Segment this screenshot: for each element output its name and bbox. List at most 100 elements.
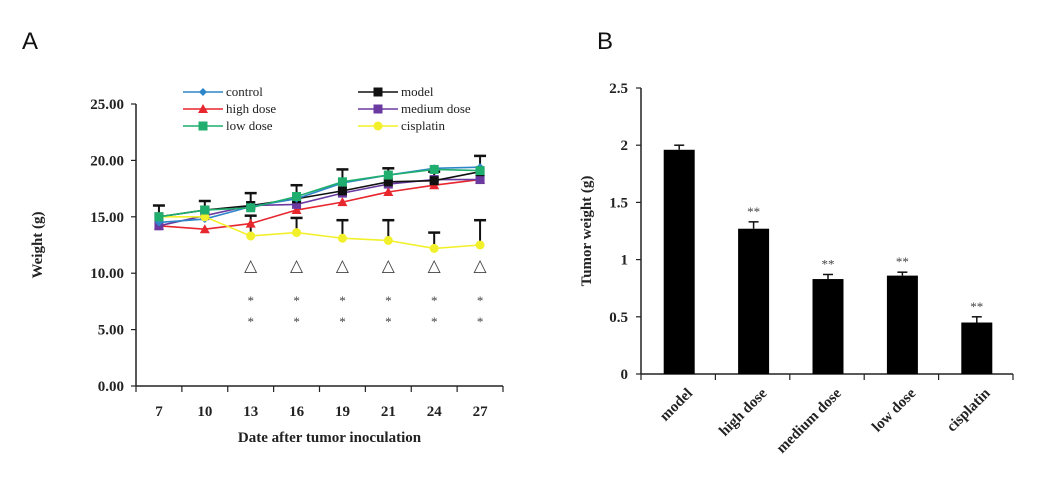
- series-line-control: [158, 166, 481, 224]
- y-tick-label: 5.00: [98, 323, 124, 339]
- data-point-high-dose: [199, 224, 210, 234]
- series-line-low-dose: [158, 168, 481, 218]
- legend-item-model: model: [358, 84, 434, 99]
- line-chart-body-weight: 0.00 5.00 10.00 15.00 20.00 25.00 7 10 13 16 19 21 2…: [30, 84, 504, 446]
- data-point-cisplatin: [337, 233, 347, 243]
- legend-label: cisplatin: [401, 118, 446, 133]
- series-line-high-dose: [158, 178, 481, 231]
- x-tick-label: low dose: [869, 385, 919, 435]
- series-cisplatin: [154, 212, 485, 253]
- legend-swatch-marker: [198, 121, 208, 131]
- y-tick-label: 2: [621, 138, 629, 154]
- data-point-model: [337, 186, 347, 196]
- y-tick-label: 25.00: [90, 97, 124, 113]
- x-tick-label: medium dose: [774, 385, 845, 456]
- x-tick-label: 7: [155, 404, 163, 420]
- x-tick-label: cisplatin: [944, 385, 994, 435]
- data-point-model: [429, 176, 439, 186]
- significance-triangle: △: [428, 256, 442, 276]
- y-tick-label: 2.5: [609, 81, 628, 97]
- significance-label: **: [970, 299, 983, 314]
- significance-label: **: [896, 254, 909, 269]
- data-point-low-dose: [292, 191, 302, 201]
- significance-triangle: △: [382, 256, 396, 276]
- data-point-high-dose: [337, 197, 348, 207]
- x-tick-label: 21: [381, 404, 396, 420]
- legend-item-control: control: [183, 84, 263, 99]
- significance-star: *: [477, 314, 484, 329]
- data-point-cisplatin: [200, 212, 210, 222]
- data-point-low-dose: [337, 177, 347, 187]
- significance-star: *: [247, 314, 254, 329]
- legend-swatch-marker: [373, 87, 383, 97]
- y-tick-label: 10.00: [90, 266, 124, 282]
- legend-label: low dose: [226, 118, 273, 133]
- data-point-low-dose: [154, 212, 164, 222]
- data-point-low-dose: [383, 170, 393, 180]
- data-point-low-dose: [429, 164, 439, 174]
- significance-star: *: [247, 293, 254, 308]
- significance-star: *: [385, 314, 392, 329]
- legend-swatch-marker: [199, 88, 207, 96]
- significance-triangle: △: [290, 256, 304, 276]
- legend-label: control: [226, 84, 263, 99]
- x-tick-label: 24: [427, 404, 443, 420]
- legend-label: medium dose: [401, 101, 471, 116]
- legend-label: high dose: [226, 101, 276, 116]
- x-axis-title: Date after tumor inoculation: [238, 430, 422, 446]
- y-axis-title: Weight (g): [30, 211, 46, 278]
- y-tick-label: 15.00: [90, 210, 124, 226]
- significance-label: **: [822, 256, 835, 271]
- series-low-dose: [154, 164, 485, 222]
- legend-swatch-marker: [373, 121, 383, 131]
- data-point-cisplatin: [475, 240, 485, 250]
- legend-item-medium-dose: medium dose: [358, 101, 471, 116]
- significance-star: *: [431, 314, 438, 329]
- data-point-medium-dose: [475, 175, 485, 185]
- data-point-high-dose: [245, 218, 256, 228]
- significance-star: *: [293, 314, 300, 329]
- significance-triangle: △: [244, 256, 258, 276]
- y-tick-label: 0.5: [609, 310, 628, 326]
- data-point-cisplatin: [246, 231, 256, 241]
- y-tick-label: 0: [621, 367, 629, 383]
- data-point-cisplatin: [383, 235, 393, 245]
- legend: control model high dose medium dose low dose…: [183, 84, 471, 133]
- panel-label-b: B: [597, 28, 614, 55]
- y-tick-label: 0.00: [98, 379, 124, 395]
- y-tick-label: 1.5: [609, 195, 628, 211]
- data-point-cisplatin: [292, 228, 302, 238]
- significance-star: *: [385, 293, 392, 308]
- y-tick-label: 1: [621, 253, 629, 269]
- x-tick-label: 16: [289, 404, 305, 420]
- x-tick-label: 19: [335, 404, 350, 420]
- data-point-model: [383, 177, 393, 187]
- x-tick-label: 13: [243, 404, 258, 420]
- legend-swatch-marker: [198, 104, 208, 113]
- significance-label: **: [747, 204, 760, 219]
- significance-star: *: [339, 314, 346, 329]
- bar-model: [663, 149, 695, 374]
- significance-star: *: [339, 293, 346, 308]
- legend-swatch-marker: [373, 104, 383, 114]
- x-tick-label: high dose: [716, 385, 770, 439]
- y-tick-label: 20.00: [90, 153, 124, 169]
- x-tick-label: 27: [473, 404, 489, 420]
- legend-item-low-dose: low dose: [183, 118, 273, 133]
- legend-item-high-dose: high dose: [183, 101, 276, 116]
- bar-cisplatin: [961, 322, 993, 374]
- data-point-low-dose: [200, 205, 210, 215]
- bar-low-dose: [886, 275, 918, 374]
- significance-star: *: [293, 293, 300, 308]
- series-line-cisplatin: [158, 216, 481, 250]
- data-point-cisplatin: [429, 243, 439, 253]
- significance-star: *: [431, 293, 438, 308]
- legend-item-cisplatin: cisplatin: [358, 118, 446, 133]
- x-tick-label: 10: [197, 404, 212, 420]
- data-point-high-dose: [291, 205, 302, 215]
- data-point-medium-dose: [292, 199, 302, 209]
- significance-star: *: [477, 293, 484, 308]
- significance-triangle: △: [474, 256, 488, 276]
- data-point-low-dose: [246, 203, 256, 213]
- data-point-high-dose: [383, 186, 394, 196]
